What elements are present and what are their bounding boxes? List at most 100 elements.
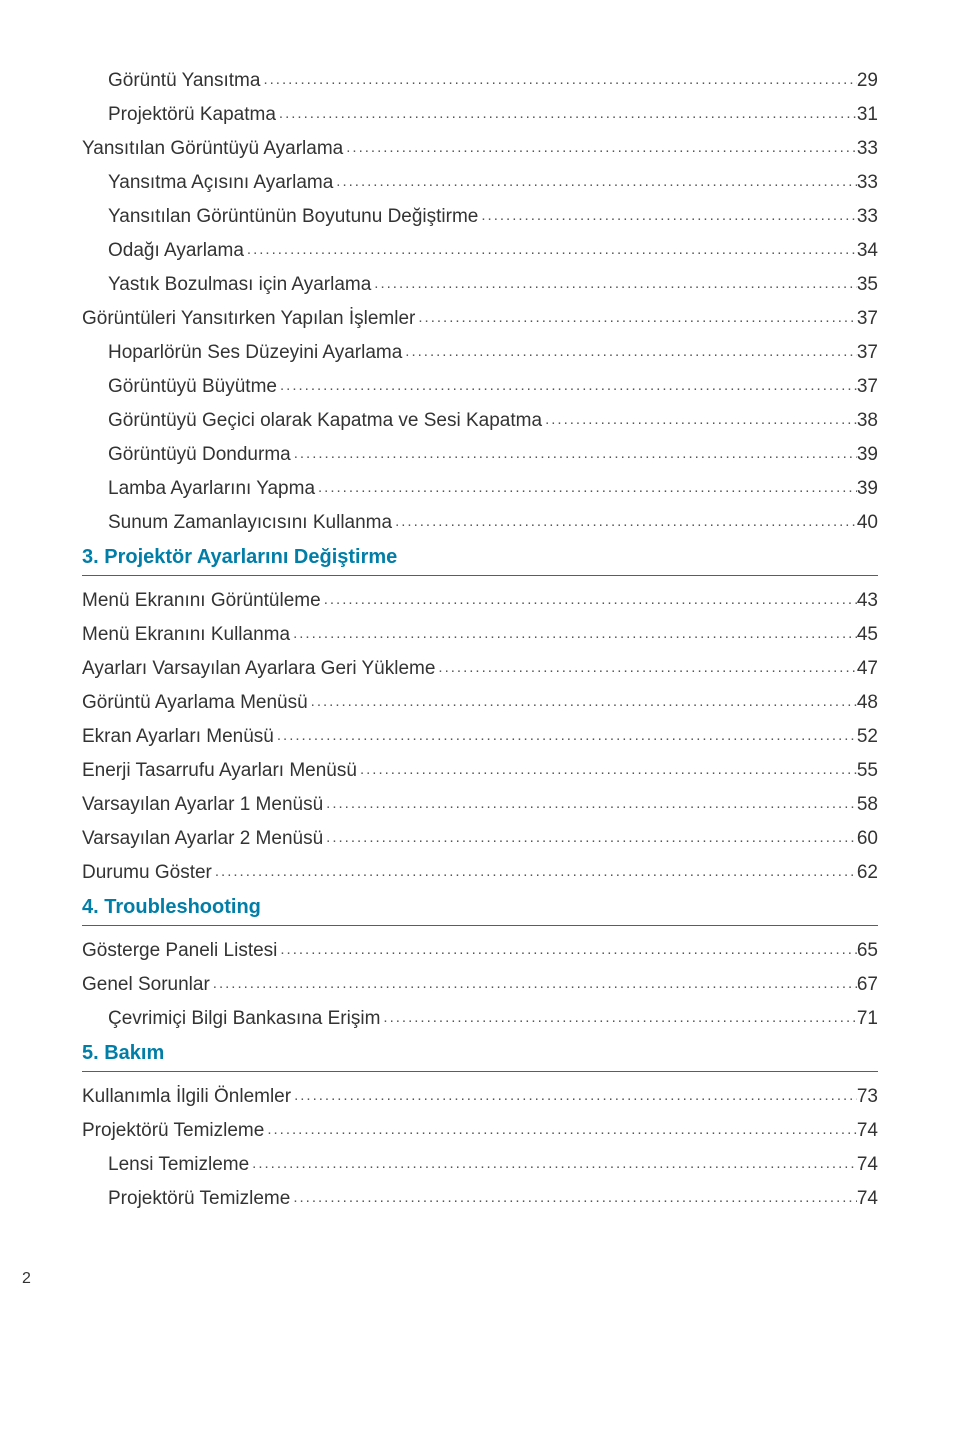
toc-leader-dots: ........................................… bbox=[212, 863, 857, 880]
toc-entry-page[interactable]: 62 bbox=[857, 862, 878, 884]
toc-entry-label[interactable]: Hoparlörün Ses Düzeyini Ayarlama bbox=[108, 342, 402, 364]
toc-entry-label[interactable]: Projektörü Temizleme bbox=[82, 1120, 264, 1142]
toc-entry: Ayarları Varsayılan Ayarlara Geri Yüklem… bbox=[82, 658, 878, 680]
toc-entry-page[interactable]: 40 bbox=[857, 512, 878, 534]
toc-entry-label[interactable]: Çevrimiçi Bilgi Bankasına Erişim bbox=[108, 1008, 380, 1030]
toc-entry-page[interactable]: 33 bbox=[857, 172, 878, 194]
toc-entry: Lamba Ayarlarını Yapma..................… bbox=[82, 478, 878, 500]
toc-entry-label[interactable]: Kullanımla İlgili Önlemler bbox=[82, 1086, 291, 1108]
toc-entry: Görüntüyü Geçici olarak Kapatma ve Sesi … bbox=[82, 410, 878, 432]
toc-entry-label[interactable]: Yansıtma Açısını Ayarlama bbox=[108, 172, 333, 194]
toc-entry-label[interactable]: Gösterge Paneli Listesi bbox=[82, 940, 277, 962]
toc-entry-page[interactable]: 34 bbox=[857, 240, 878, 262]
toc-entry-page[interactable]: 39 bbox=[857, 478, 878, 500]
toc-entry-page[interactable]: 52 bbox=[857, 726, 878, 748]
toc-entry: Görüntüleri Yansıtırken Yapılan İşlemler… bbox=[82, 308, 878, 330]
toc-leader-dots: ........................................… bbox=[210, 975, 857, 992]
toc-entry-label[interactable]: Yansıtılan Görüntüyü Ayarlama bbox=[82, 138, 343, 160]
toc-entry-page[interactable]: 37 bbox=[857, 342, 878, 364]
toc-entry-page[interactable]: 33 bbox=[857, 206, 878, 228]
toc-leader-dots: ........................................… bbox=[478, 207, 856, 224]
toc-entry-label[interactable]: Varsayılan Ayarlar 2 Menüsü bbox=[82, 828, 323, 850]
toc-entry-label[interactable]: Menü Ekranını Görüntüleme bbox=[82, 590, 321, 612]
toc-entry-page[interactable]: 35 bbox=[857, 274, 878, 296]
toc-entry: Sunum Zamanlayıcısını Kullanma..........… bbox=[82, 512, 878, 534]
toc-entry-label[interactable]: Yastık Bozulması için Ayarlama bbox=[108, 274, 371, 296]
toc-leader-dots: ........................................… bbox=[392, 513, 857, 530]
toc-leader-dots: ........................................… bbox=[276, 105, 857, 122]
toc-entry: Görüntü Yansıtma........................… bbox=[82, 70, 878, 92]
toc-entry-label[interactable]: Durumu Göster bbox=[82, 862, 212, 884]
toc-entry: Hoparlörün Ses Düzeyini Ayarlama........… bbox=[82, 342, 878, 364]
toc-entry-page[interactable]: 45 bbox=[857, 624, 878, 646]
toc-leader-dots: ........................................… bbox=[264, 1121, 857, 1138]
toc-leader-dots: ........................................… bbox=[291, 1087, 857, 1104]
toc-leader-dots: ........................................… bbox=[343, 139, 857, 156]
toc-entry: Yansıtılan Görüntüyü Ayarlama...........… bbox=[82, 138, 878, 160]
toc-entry-label[interactable]: Menü Ekranını Kullanma bbox=[82, 624, 290, 646]
toc-entry-page[interactable]: 67 bbox=[857, 974, 878, 996]
toc-entry-label[interactable]: Görüntüyü Büyütme bbox=[108, 376, 277, 398]
toc-entry: Yastık Bozulması için Ayarlama..........… bbox=[82, 274, 878, 296]
toc-entry: Menü Ekranını Görüntüleme...............… bbox=[82, 590, 878, 612]
toc-entry-label[interactable]: Projektörü Temizleme bbox=[108, 1188, 290, 1210]
toc-entry-page[interactable]: 65 bbox=[857, 940, 878, 962]
toc-entry-page[interactable]: 55 bbox=[857, 760, 878, 782]
toc-entry-label[interactable]: Sunum Zamanlayıcısını Kullanma bbox=[108, 512, 392, 534]
toc-entry-label[interactable]: Görüntü Ayarlama Menüsü bbox=[82, 692, 308, 714]
toc-leader-dots: ........................................… bbox=[323, 829, 857, 846]
toc-entry-page[interactable]: 71 bbox=[857, 1008, 878, 1030]
toc-entry-label[interactable]: Varsayılan Ayarlar 1 Menüsü bbox=[82, 794, 323, 816]
toc-leader-dots: ........................................… bbox=[260, 71, 856, 88]
toc-leader-dots: ........................................… bbox=[435, 659, 856, 676]
toc-leader-dots: ........................................… bbox=[542, 411, 857, 428]
toc-entry-label[interactable]: Görüntüleri Yansıtırken Yapılan İşlemler bbox=[82, 308, 415, 330]
toc-entry-page[interactable]: 37 bbox=[857, 376, 878, 398]
toc-entry-page[interactable]: 38 bbox=[857, 410, 878, 432]
toc-entry: Gösterge Paneli Listesi.................… bbox=[82, 940, 878, 962]
toc-leader-dots: ........................................… bbox=[415, 309, 856, 326]
toc-entry-page[interactable]: 74 bbox=[857, 1120, 878, 1142]
toc-entry: Kullanımla İlgili Önlemler..............… bbox=[82, 1086, 878, 1108]
toc-entry-label[interactable]: Enerji Tasarrufu Ayarları Menüsü bbox=[82, 760, 357, 782]
toc-leader-dots: ........................................… bbox=[291, 445, 857, 462]
toc-entry: Görüntü Ayarlama Menüsü.................… bbox=[82, 692, 878, 714]
toc-entry-label[interactable]: Ekran Ayarları Menüsü bbox=[82, 726, 274, 748]
toc-entry-page[interactable]: 73 bbox=[857, 1086, 878, 1108]
toc-entry-page[interactable]: 29 bbox=[857, 70, 878, 92]
toc-entry: Projektörü Temizleme....................… bbox=[82, 1120, 878, 1142]
toc-entry-label[interactable]: Görüntüyü Dondurma bbox=[108, 444, 291, 466]
toc-entry-label[interactable]: Görüntüyü Geçici olarak Kapatma ve Sesi … bbox=[108, 410, 542, 432]
toc-entry-page[interactable]: 33 bbox=[857, 138, 878, 160]
toc-leader-dots: ........................................… bbox=[244, 241, 857, 258]
toc-entry: Odağı Ayarlama..........................… bbox=[82, 240, 878, 262]
toc-leader-dots: ........................................… bbox=[274, 727, 857, 744]
toc-entry-page[interactable]: 48 bbox=[857, 692, 878, 714]
toc-entry-label[interactable]: Yansıtılan Görüntünün Boyutunu Değiştirm… bbox=[108, 206, 478, 228]
toc-leader-dots: ........................................… bbox=[277, 941, 856, 958]
toc-entry: Genel Sorunlar..........................… bbox=[82, 974, 878, 996]
toc-entry-label[interactable]: Genel Sorunlar bbox=[82, 974, 210, 996]
toc-leader-dots: ........................................… bbox=[321, 591, 857, 608]
toc-entry-label[interactable]: Lamba Ayarlarını Yapma bbox=[108, 478, 315, 500]
toc-leader-dots: ........................................… bbox=[277, 377, 857, 394]
toc-entry-page[interactable]: 43 bbox=[857, 590, 878, 612]
toc-entry-label[interactable]: Ayarları Varsayılan Ayarlara Geri Yüklem… bbox=[82, 658, 435, 680]
toc-entry-label[interactable]: Görüntü Yansıtma bbox=[108, 70, 260, 92]
toc-leader-dots: ........................................… bbox=[308, 693, 857, 710]
toc-entry-page[interactable]: 60 bbox=[857, 828, 878, 850]
toc-entry-page[interactable]: 37 bbox=[857, 308, 878, 330]
toc-entry: Görüntüyü Dondurma......................… bbox=[82, 444, 878, 466]
toc-entry-label[interactable]: Lensi Temizleme bbox=[108, 1154, 249, 1176]
page-number-footer: 2 bbox=[22, 1270, 878, 1288]
toc-entry-label[interactable]: Projektörü Kapatma bbox=[108, 104, 276, 126]
toc-entry: Ekran Ayarları Menüsü...................… bbox=[82, 726, 878, 748]
toc-entry-page[interactable]: 74 bbox=[857, 1154, 878, 1176]
toc-entry-page[interactable]: 47 bbox=[857, 658, 878, 680]
toc-leader-dots: ........................................… bbox=[290, 1189, 857, 1206]
toc-entry-page[interactable]: 58 bbox=[857, 794, 878, 816]
toc-entry-label[interactable]: Odağı Ayarlama bbox=[108, 240, 244, 262]
toc-entry-page[interactable]: 31 bbox=[857, 104, 878, 126]
toc-entry-page[interactable]: 74 bbox=[857, 1188, 878, 1210]
toc-entry-page[interactable]: 39 bbox=[857, 444, 878, 466]
